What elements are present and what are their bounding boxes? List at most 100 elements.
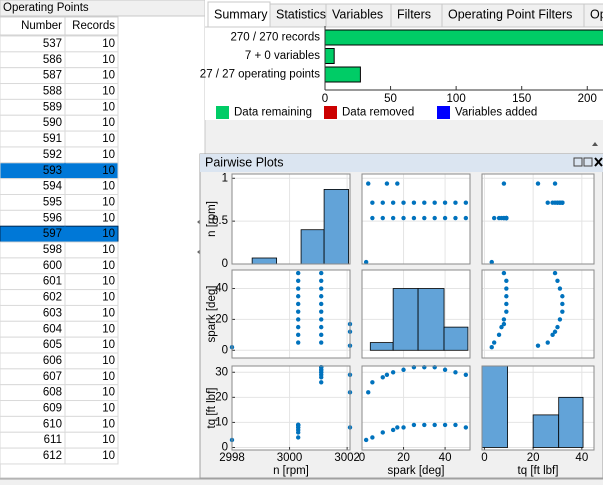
scatter-point	[401, 200, 406, 205]
cell-records: 10	[102, 403, 115, 415]
y-tick-label: 40	[215, 283, 228, 295]
scatter-point	[557, 317, 563, 322]
bar	[324, 29, 603, 46]
scatter-point	[463, 200, 469, 205]
pairwise-title-bar	[200, 154, 603, 172]
histogram	[482, 366, 584, 448]
x-tick-label: 150	[512, 93, 531, 105]
plot-cell	[481, 173, 595, 265]
scatter-point	[501, 215, 507, 221]
scatter-point	[295, 435, 301, 440]
scatter-point	[295, 301, 301, 307]
scatter-point	[384, 372, 390, 377]
scatter-point	[295, 278, 301, 284]
y-tick-label: 1	[222, 172, 228, 184]
histogram-bar	[392, 288, 419, 351]
x-tick-label: 200	[578, 93, 597, 105]
scatter-point	[319, 301, 324, 307]
y-tick-label: 0	[222, 442, 228, 454]
axes-box	[481, 173, 595, 265]
scatter-point	[422, 422, 427, 428]
scatter-point	[319, 309, 324, 314]
plot-cell: 0 10 20 30 2998 3000 3002	[215, 365, 360, 464]
scatter-point	[380, 215, 385, 221]
scroll-arrow[interactable]	[592, 142, 598, 146]
cell-records: 10	[102, 276, 115, 288]
histogram-bar	[251, 257, 278, 264]
table-title: Operating Points	[3, 2, 89, 14]
column-header[interactable]: Number	[21, 20, 62, 32]
cell-number: 588	[43, 86, 62, 98]
y-tick-label: 10	[215, 416, 228, 428]
scatter-point	[319, 380, 324, 385]
cell-records: 10	[102, 228, 115, 240]
tab-label: Statistics	[276, 7, 326, 21]
scatter-point	[504, 294, 509, 299]
scatter-point	[442, 200, 448, 205]
scatter-point	[535, 343, 541, 348]
x-tick-label: 20	[527, 452, 540, 464]
x-tick-label: 40	[575, 452, 588, 464]
tab-label: Operating	[590, 7, 603, 21]
x-tick-label: 40	[439, 452, 452, 464]
axes-box	[481, 365, 595, 451]
scatter-point	[552, 329, 558, 334]
column-header[interactable]: Records	[72, 20, 115, 32]
histogram-bar	[558, 396, 584, 448]
histogram-bar	[300, 229, 325, 264]
scatter-point	[557, 286, 563, 291]
scatter-point	[560, 294, 565, 299]
scatter-point	[489, 344, 494, 350]
histogram-bar	[323, 189, 349, 264]
scatter-point	[496, 332, 502, 338]
y-tick-label: 0	[222, 344, 228, 356]
scatter-point	[422, 215, 427, 221]
scatter-point	[295, 324, 301, 330]
x-axis-label: tq [ft lbf]	[518, 465, 559, 477]
legend-label: Data removed	[342, 107, 414, 119]
scatter-point	[370, 200, 375, 205]
axes-box	[231, 365, 351, 451]
cell-records: 10	[102, 165, 115, 177]
cell-records: 10	[102, 292, 115, 304]
cell-records: 10	[102, 181, 115, 193]
scatter-point	[422, 200, 427, 205]
cell-records: 10	[102, 339, 115, 351]
cell-number: 594	[43, 181, 63, 193]
scatter-point	[550, 332, 555, 338]
table-row[interactable]	[0, 447, 119, 465]
plot-cell: 0 20 40	[359, 365, 471, 464]
cell-records: 10	[102, 418, 115, 430]
scatter-point	[442, 367, 448, 372]
cell-number: 587	[43, 70, 62, 82]
scatter-point	[442, 215, 448, 221]
cell-number: 591	[43, 133, 62, 145]
tab[interactable]	[583, 3, 603, 28]
cell-number: 610	[43, 418, 62, 430]
scatter-point	[463, 425, 469, 430]
cell-records: 10	[102, 70, 115, 82]
cell-records: 10	[102, 371, 115, 383]
x-tick-label: 100	[447, 93, 466, 105]
scatter-point	[370, 435, 375, 440]
x-tick-label: 0	[481, 452, 487, 464]
histogram	[369, 288, 469, 351]
histogram-bar	[443, 326, 469, 351]
bar	[324, 48, 335, 64]
scatter-point	[501, 321, 507, 327]
cell-number: 604	[43, 323, 63, 335]
scatter-point	[319, 340, 324, 345]
y-tick-label: 20	[215, 391, 228, 403]
scatter-point	[380, 430, 385, 435]
legend-swatch	[324, 106, 337, 119]
scatter-point	[366, 181, 371, 186]
scatter-point	[401, 215, 406, 221]
axes-background	[482, 270, 594, 358]
pairwise-title: Pairwise Plots	[205, 155, 284, 169]
axes-background	[232, 366, 350, 450]
cell-number: 611	[44, 434, 62, 446]
window-buttons[interactable]	[573, 157, 603, 167]
cell-records: 10	[102, 117, 115, 129]
tab[interactable]	[207, 1, 271, 28]
